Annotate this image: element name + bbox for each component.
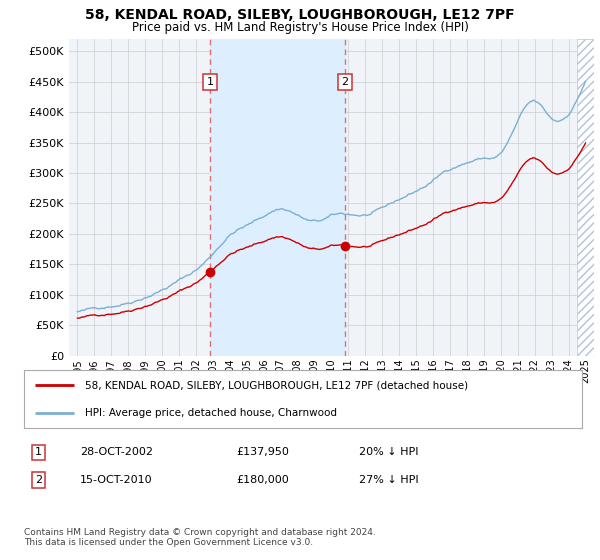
Text: 58, KENDAL ROAD, SILEBY, LOUGHBOROUGH, LE12 7PF (detached house): 58, KENDAL ROAD, SILEBY, LOUGHBOROUGH, L…: [85, 380, 469, 390]
Text: 15-OCT-2010: 15-OCT-2010: [80, 475, 152, 485]
Text: Price paid vs. HM Land Registry's House Price Index (HPI): Price paid vs. HM Land Registry's House …: [131, 21, 469, 34]
Text: HPI: Average price, detached house, Charnwood: HPI: Average price, detached house, Char…: [85, 408, 337, 418]
Text: 28-OCT-2002: 28-OCT-2002: [80, 447, 153, 458]
Bar: [577, 39, 594, 356]
Text: 2: 2: [35, 475, 42, 485]
Text: Contains HM Land Registry data © Crown copyright and database right 2024.
This d: Contains HM Land Registry data © Crown c…: [24, 528, 376, 547]
Bar: [577, 39, 594, 356]
Text: 2: 2: [341, 77, 349, 87]
Text: 58, KENDAL ROAD, SILEBY, LOUGHBOROUGH, LE12 7PF: 58, KENDAL ROAD, SILEBY, LOUGHBOROUGH, L…: [85, 8, 515, 22]
Text: 1: 1: [206, 77, 214, 87]
Text: 1: 1: [35, 447, 42, 458]
Text: 27% ↓ HPI: 27% ↓ HPI: [359, 475, 418, 485]
Text: 20% ↓ HPI: 20% ↓ HPI: [359, 447, 418, 458]
Bar: [210, 39, 345, 356]
Text: £137,950: £137,950: [236, 447, 289, 458]
Text: £180,000: £180,000: [236, 475, 289, 485]
